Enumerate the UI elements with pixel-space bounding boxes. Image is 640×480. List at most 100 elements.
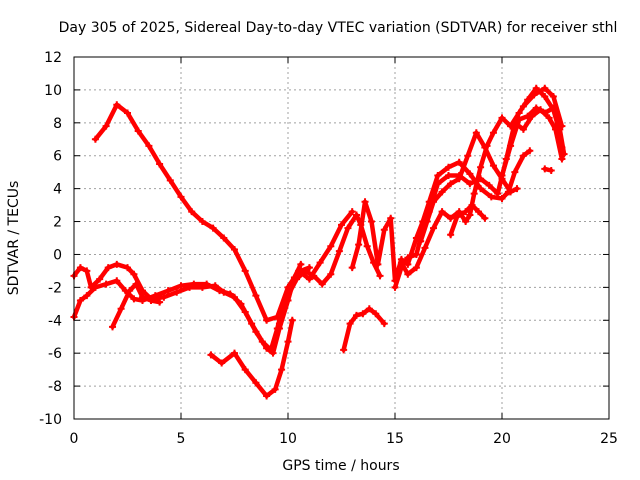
data-point	[284, 338, 292, 346]
data-point	[560, 150, 568, 158]
data-point	[380, 226, 388, 234]
series-track-3	[70, 264, 313, 354]
series-line	[341, 306, 387, 353]
data-point	[387, 214, 395, 222]
data-point	[445, 171, 452, 179]
data-point	[455, 175, 463, 183]
data-point	[301, 267, 309, 275]
data-point	[507, 188, 515, 196]
data-point	[263, 392, 271, 400]
data-point	[367, 218, 375, 226]
data-point	[530, 91, 538, 99]
data-point	[374, 260, 382, 268]
data-point	[359, 310, 367, 318]
data-point	[412, 250, 420, 258]
data-point	[447, 214, 455, 222]
data-point	[104, 264, 112, 272]
data-point	[124, 264, 131, 272]
series-line	[208, 318, 295, 399]
data-point	[363, 242, 371, 250]
data-point	[532, 84, 540, 92]
data-point	[541, 165, 549, 173]
x-tick-label: 15	[386, 431, 404, 447]
data-point	[477, 163, 485, 171]
data-point	[498, 114, 506, 122]
data-point	[487, 193, 495, 201]
x-tick-label: 20	[493, 431, 511, 447]
data-point	[327, 270, 335, 278]
data-point	[430, 198, 438, 206]
data-point	[231, 246, 238, 254]
x-tick-label: 5	[177, 431, 186, 447]
data-point	[524, 112, 532, 120]
data-point	[361, 198, 369, 206]
data-point	[541, 109, 549, 117]
data-point	[177, 193, 185, 201]
data-point	[447, 180, 455, 188]
data-point	[404, 254, 412, 262]
data-point	[462, 218, 470, 226]
data-point	[462, 208, 470, 216]
x-axis-label: GPS time / hours	[282, 458, 399, 474]
data-point	[404, 270, 412, 278]
series-track-14	[519, 84, 566, 130]
data-point	[138, 293, 146, 301]
data-point	[156, 298, 164, 306]
data-point	[305, 275, 313, 283]
data-point	[423, 218, 431, 226]
data-point	[340, 346, 348, 354]
data-point	[485, 181, 493, 189]
data-point	[216, 287, 224, 295]
data-point	[453, 213, 461, 221]
data-point	[438, 208, 446, 216]
series-track-13	[498, 104, 568, 179]
data-point	[76, 264, 84, 272]
y-tick-label: 2	[53, 215, 62, 231]
data-point	[132, 280, 140, 288]
series-track-15	[541, 165, 555, 175]
data-point	[380, 320, 388, 328]
data-point	[417, 237, 425, 245]
data-point	[258, 338, 266, 346]
data-point	[352, 211, 360, 219]
data-point	[117, 305, 125, 313]
gridlines	[74, 57, 609, 419]
data-point	[519, 102, 527, 110]
data-point	[130, 295, 138, 303]
data-point	[226, 290, 234, 298]
series-line	[71, 262, 304, 356]
series-track-2	[70, 260, 305, 357]
data-point	[481, 214, 489, 222]
data-point	[519, 152, 527, 160]
data-point	[207, 351, 215, 359]
series-track-12	[447, 201, 489, 239]
data-point	[477, 185, 485, 193]
x-tick-label: 25	[600, 431, 618, 447]
data-point	[412, 264, 420, 272]
data-point	[541, 92, 549, 100]
data-point	[284, 292, 292, 300]
data-point	[466, 211, 474, 219]
data-point	[365, 305, 373, 313]
chart-title: Day 305 of 2025, Sidereal Day-to-day VTE…	[59, 20, 618, 36]
y-tick-labels: -10 -8 -6 -4 -2 0 2 4 6 8 10 12	[39, 50, 62, 428]
data-point	[263, 316, 271, 324]
data-point	[472, 129, 480, 137]
data-point	[438, 188, 446, 196]
data-point	[355, 241, 363, 249]
data-point	[83, 292, 91, 300]
y-tick-label: -4	[48, 313, 62, 329]
data-point	[173, 288, 181, 296]
data-point	[327, 242, 335, 250]
data-point	[346, 320, 354, 328]
y-axis-label: SDTVAR / TECUs	[6, 181, 22, 296]
data-point	[545, 114, 553, 122]
data-point	[498, 171, 506, 179]
data-point	[83, 267, 91, 275]
x-tick-labels: 0 5 10 15 20 25	[70, 431, 618, 447]
data-point	[267, 346, 275, 354]
data-point	[352, 311, 360, 319]
series-track-5	[207, 316, 296, 400]
y-tick-label: -6	[48, 346, 62, 362]
data-point	[526, 147, 534, 155]
